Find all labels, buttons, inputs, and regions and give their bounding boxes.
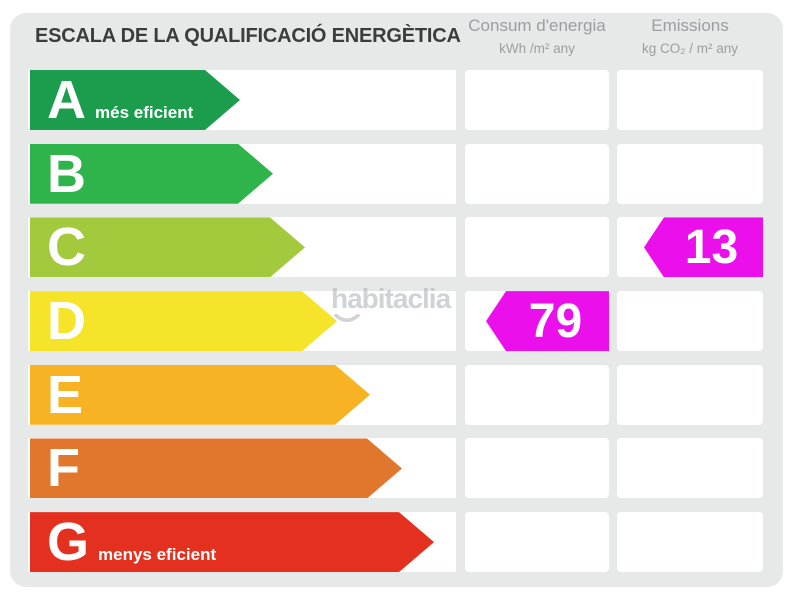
- consum-column-header: Consum d'energia kWh /m² any: [465, 16, 609, 56]
- consum-indicator: 79: [486, 291, 609, 352]
- rating-bar: D: [30, 291, 337, 351]
- rating-bar: C: [30, 217, 305, 277]
- consum-column-unit: kWh /m² any: [499, 41, 575, 56]
- rating-row: D 79: [0, 291, 796, 352]
- rating-row: C 13: [0, 217, 796, 278]
- emissions-cell: 13: [617, 217, 763, 278]
- rating-bar: E: [30, 365, 370, 425]
- rating-letter: A: [47, 70, 86, 130]
- rating-label: més eficient: [95, 103, 194, 122]
- rating-row: B: [0, 143, 796, 204]
- emissions-cell: [617, 143, 763, 204]
- rating-letter: F: [47, 438, 80, 499]
- rating-row: E: [0, 364, 796, 425]
- emissions-column-header: Emissions kg CO₂ / m² any: [617, 16, 763, 56]
- emissions-cell: [617, 70, 763, 130]
- emissions-cell: [617, 364, 763, 425]
- emissions-cell: [617, 438, 763, 499]
- rating-letter: D: [47, 291, 86, 352]
- watermark-smile-icon: [334, 311, 360, 329]
- consum-cell: [465, 217, 609, 278]
- emissions-indicator: 13: [644, 217, 763, 278]
- emissions-indicator-value: 13: [684, 220, 739, 274]
- consum-cell: [465, 512, 609, 573]
- consum-cell: [465, 364, 609, 425]
- emissions-cell: [617, 512, 763, 573]
- rating-letter: C: [47, 217, 86, 278]
- emissions-cell: [617, 291, 763, 352]
- consum-cell: [465, 438, 609, 499]
- consum-cell: 79: [465, 291, 609, 352]
- page-title: ESCALA DE LA QUALIFICACIÓ ENERGÈTICA: [35, 25, 461, 47]
- watermark: habitaclia: [331, 283, 451, 314]
- emissions-column-title: Emissions: [651, 16, 729, 35]
- rating-letter: E: [47, 364, 84, 425]
- rating-letter: B: [47, 143, 86, 204]
- emissions-column-unit: kg CO₂ / m² any: [641, 41, 738, 56]
- consum-cell: [465, 70, 609, 130]
- rating-letter: G: [47, 512, 90, 573]
- rating-label: menys eficient: [98, 545, 217, 565]
- rating-row: F: [0, 438, 796, 499]
- consum-column-title: Consum d'energia: [468, 16, 606, 35]
- rating-bar: F: [30, 438, 402, 498]
- consum-cell: [465, 143, 609, 204]
- consum-indicator-value: 79: [528, 294, 583, 348]
- rating-bar: B: [30, 144, 273, 204]
